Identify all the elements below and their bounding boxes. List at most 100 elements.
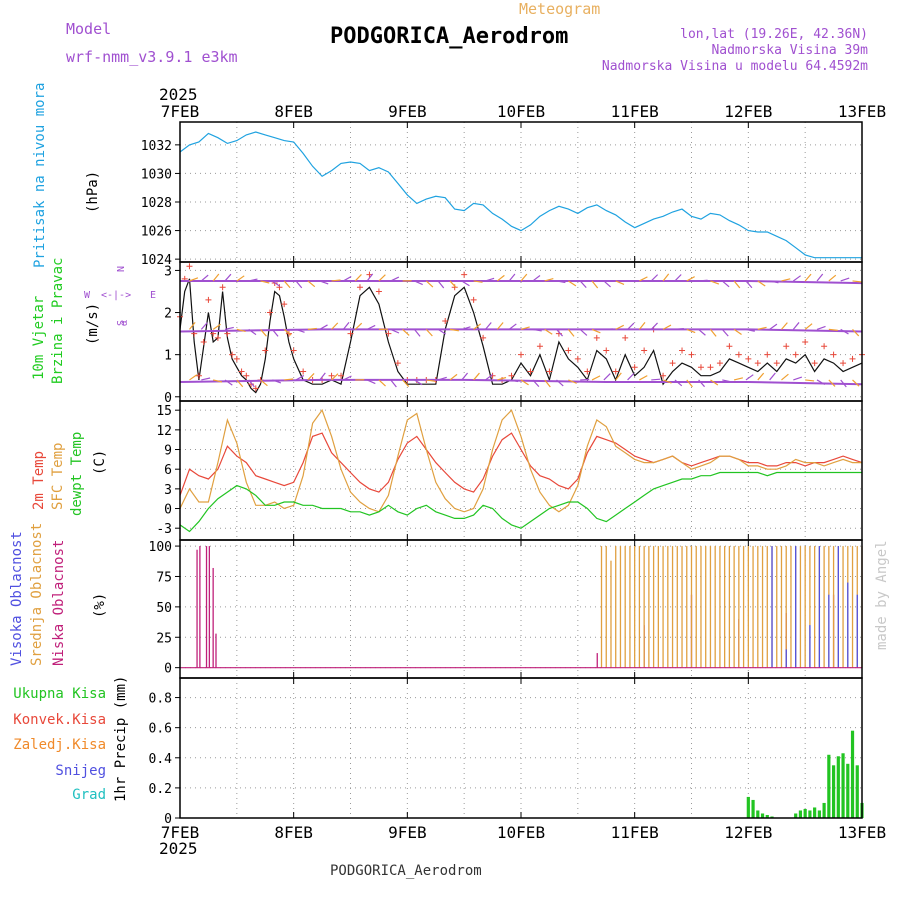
wind-arrow (781, 373, 789, 381)
wind-ytick-label: 1 (164, 349, 172, 364)
wind-arrow (591, 280, 599, 289)
wind-arrow (343, 275, 352, 282)
wind-arrow (354, 274, 362, 282)
wind-arrow (674, 328, 684, 330)
precip-ytick-label: 0 (164, 812, 172, 827)
precip-panel: 0 0.2 0.4 0.6 0.8 (149, 677, 864, 827)
wind-arrow (804, 273, 812, 282)
xtick-label-top: 7FEB (161, 102, 200, 121)
precip-bar (746, 796, 750, 818)
wind-arrow (295, 374, 305, 381)
precip-bar (855, 765, 859, 818)
gust-marker (290, 347, 297, 354)
pressure-label: Pritisak na nivou mora (32, 83, 48, 268)
wind-arrow (189, 277, 199, 282)
precip-bar (817, 810, 821, 818)
wind-arrow (509, 379, 519, 383)
gust-marker (233, 355, 240, 362)
wind-arrow (532, 379, 540, 388)
gust-marker (660, 372, 667, 379)
pressure-unit: (hPa) (85, 171, 101, 213)
cloud-ytick-label: 0 (164, 662, 172, 677)
wind-arrow (319, 280, 329, 285)
wind-arrow (390, 379, 397, 388)
legend-snow: Snijeg (55, 763, 106, 779)
wind-arrow (520, 326, 530, 330)
wind-arrow (544, 328, 553, 335)
wind-arrow (639, 375, 648, 381)
gust-marker (451, 284, 458, 291)
compass-s: S (116, 320, 127, 326)
gust-marker (338, 372, 345, 379)
wind-arrow (366, 379, 376, 385)
gust-marker (546, 368, 553, 375)
xtick-label-bottom: 10FEB (497, 823, 545, 842)
wind-arrow (260, 379, 268, 387)
compass-arrow: <-|-> (101, 290, 131, 301)
wind-arrow (769, 280, 779, 284)
wind-arrow (236, 379, 244, 388)
wind-arrow (745, 280, 753, 289)
wind-ytick-label: 3 (164, 264, 172, 279)
gust-marker (527, 368, 534, 375)
gust-marker (593, 334, 600, 341)
xtick-label-top: 8FEB (274, 102, 313, 121)
temp-series-1 (179, 408, 862, 513)
wind-arrow (745, 328, 755, 332)
wind-arrow (437, 280, 445, 289)
wind-series-0 (179, 278, 863, 394)
wind-arrow (733, 377, 744, 381)
wind-label-1: 10m Vjetar (31, 296, 47, 380)
gust-marker (830, 351, 837, 358)
wind-arrow (686, 379, 693, 388)
wind-arrow (485, 374, 494, 381)
wind-arrow (496, 274, 505, 282)
precip-unit: 1hr Precip (mm) (113, 676, 129, 802)
year-top: 2025 (159, 85, 198, 104)
wind-arrow (283, 280, 291, 289)
gust-marker (518, 351, 524, 358)
wind-arrow (792, 275, 801, 282)
precip-bar (751, 799, 755, 818)
wind-arrow (710, 280, 720, 285)
gust-marker (603, 347, 610, 354)
wind-arrow (805, 379, 815, 382)
wind-arrow (473, 372, 480, 381)
wind-arrow (248, 379, 255, 388)
temp-ytick-label: -3 (156, 522, 172, 537)
wind-arrow (781, 278, 791, 282)
wind-arrow (532, 328, 542, 332)
wind-arrow (284, 378, 294, 381)
gust-marker (697, 364, 704, 371)
gust-marker (679, 347, 686, 354)
wind-arrow (638, 321, 646, 330)
wind-arrow (722, 379, 732, 383)
wind-arrow (710, 379, 719, 386)
cloud-ytick-label: 50 (156, 601, 172, 616)
wind-series-4 (179, 378, 863, 386)
wind-arrow (449, 280, 457, 288)
precip-bar (850, 730, 855, 818)
wind-arrow (236, 328, 246, 333)
wind-arrow (840, 379, 847, 388)
wind-arrow (354, 322, 363, 330)
gust-marker (707, 364, 714, 371)
compass-alpha: α (119, 320, 130, 326)
wind-arrow (709, 329, 717, 337)
gust-marker (688, 351, 695, 358)
wind-arrow (378, 274, 386, 282)
wind-arrow (413, 329, 421, 337)
gust-marker (849, 355, 856, 362)
wind-arrow (283, 328, 292, 336)
cloud-panel: 0 25 50 75 100 (149, 539, 863, 679)
gust-marker (783, 343, 790, 350)
gust-marker (300, 368, 307, 375)
wind-arrow (295, 328, 305, 333)
wind-arrow (426, 379, 436, 382)
wind-arrow (733, 328, 742, 335)
wind-arrow (532, 275, 541, 282)
precip-bar (756, 810, 760, 818)
temp-ytick-label: 3 (164, 483, 172, 498)
gust-marker (205, 296, 212, 303)
wind-arrow (568, 280, 577, 287)
